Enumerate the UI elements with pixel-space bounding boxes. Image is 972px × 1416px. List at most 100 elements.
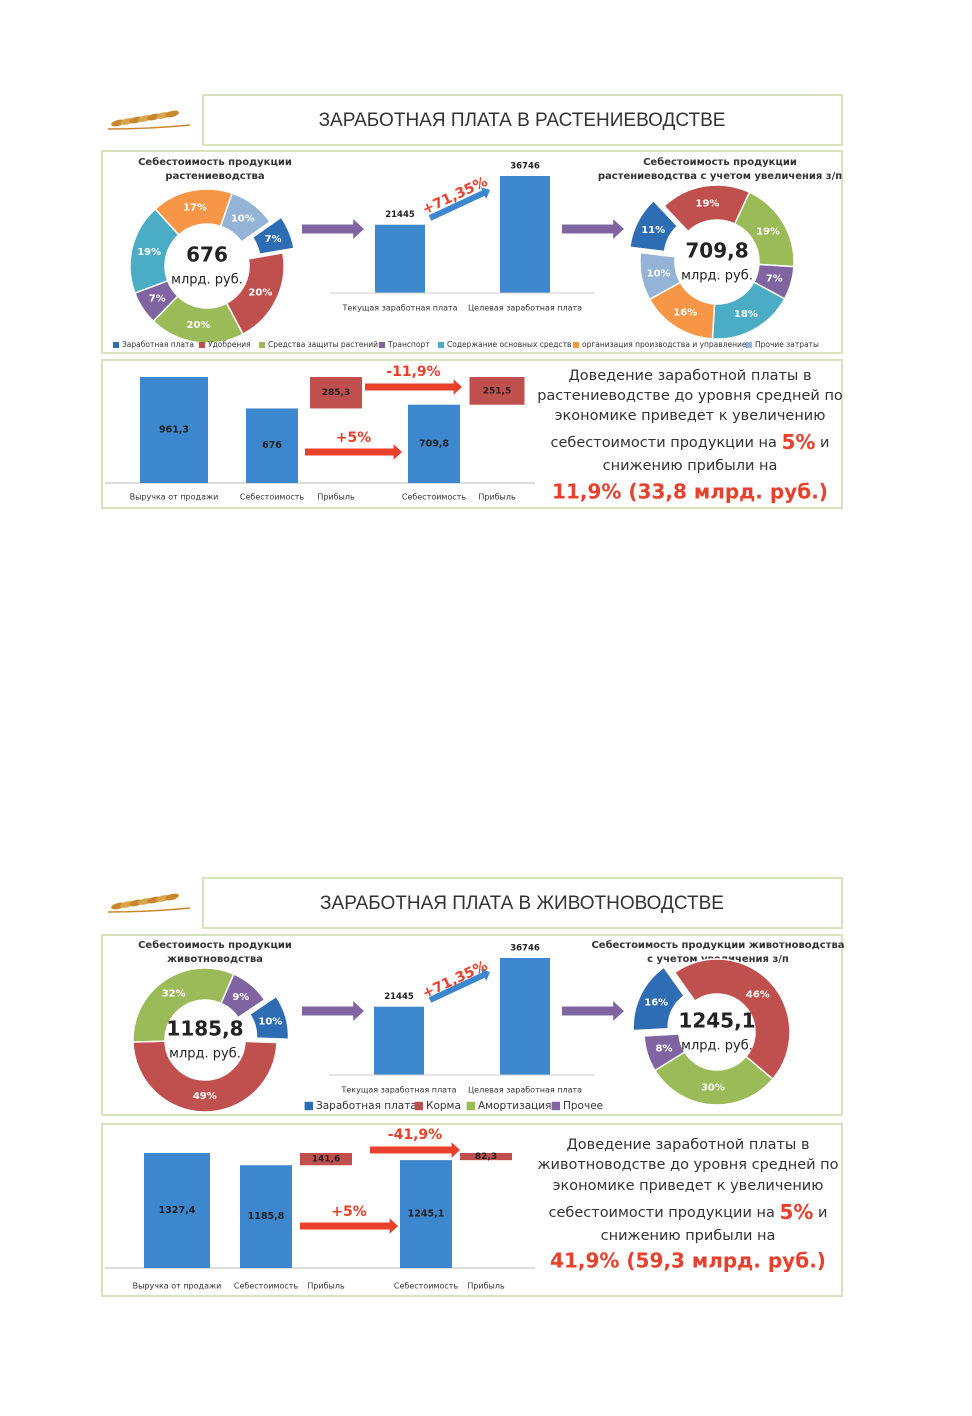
bar [140, 377, 208, 483]
x-tick-label: Выручка от продажи [130, 493, 219, 502]
legend-label: Удобрения [208, 340, 251, 349]
bar-value-label: 285,3 [322, 388, 350, 398]
slice-label: 10% [231, 213, 255, 224]
slice-label: 17% [183, 203, 207, 214]
process-arrow [562, 1001, 624, 1021]
conclusion-line: себестоимости продукции на 5% и [551, 430, 830, 454]
bar [374, 1006, 424, 1075]
center-sublabel: млрд. руб. [681, 1039, 753, 1054]
chart-title: Себестоимость продукции животноводства [591, 939, 844, 951]
legend-label: организация производства и управление [582, 340, 747, 349]
bar [500, 958, 550, 1075]
process-arrow [302, 1001, 364, 1021]
conclusion-line: растениеводстве до уровня средней по [537, 388, 843, 404]
pie-slice [132, 967, 235, 1043]
pie-slice [639, 251, 682, 301]
change-arrow [365, 379, 462, 395]
slice-label: 11% [641, 225, 665, 236]
x-tick-label: Прибыль [307, 1282, 345, 1291]
legend-label: Корма [426, 1100, 461, 1112]
annotation: -41,9% [388, 1127, 442, 1143]
bar-value-label: 36746 [510, 162, 540, 172]
x-tick-label: Себестоимость [240, 493, 305, 502]
wheat-stem [107, 124, 191, 130]
chart-title: Себестоимость продукции [138, 156, 292, 168]
bar-value-label: 82,3 [475, 1152, 497, 1162]
chart-title: растениеводства [165, 171, 264, 182]
bar [246, 408, 298, 483]
conclusion-line: Доведение заработной платы в [566, 1137, 809, 1153]
slice-label: 10% [647, 268, 671, 279]
conclusion-text: и [813, 1205, 827, 1221]
slice-label: 16% [644, 998, 668, 1009]
title-box [202, 877, 843, 929]
bar-value-label: 21445 [384, 992, 414, 1002]
legend-swatch [414, 1101, 423, 1111]
chart-title: растениеводства с учетом увеличения з/п [598, 171, 842, 182]
slice-label: 19% [696, 198, 720, 209]
center-label: 676 [186, 243, 228, 267]
bar-value-label: 676 [262, 440, 282, 451]
process-arrow [562, 219, 624, 239]
conclusion-line: экономике приведет к увеличению [555, 408, 826, 424]
legend-label: Амортизация [478, 1100, 551, 1112]
legend-label: Заработная плата [316, 1100, 417, 1112]
pie-slice [132, 1040, 278, 1113]
pie-slice [643, 1033, 686, 1072]
wheat-icon [165, 893, 179, 901]
legend-label: Средства защиты растений [268, 340, 378, 349]
slice-label: 7% [766, 273, 783, 284]
wheat-icon [165, 110, 179, 118]
x-tick-label: Прибыль [478, 493, 516, 502]
legend-swatch [379, 342, 385, 348]
x-tick-label: Прибыль [467, 1282, 505, 1291]
center-label: 1185,8 [166, 1017, 243, 1041]
bar [240, 1165, 292, 1268]
delta-bar [310, 377, 362, 409]
conclusion-text: себестоимости продукции на [551, 435, 782, 451]
delta-bar [300, 1153, 352, 1166]
conclusion-line: себестоимости продукции на 5% и [549, 1200, 828, 1224]
slice-label: 18% [734, 309, 758, 320]
change-arrow [370, 1142, 460, 1158]
pie-slice [248, 995, 290, 1040]
annotation: +5% [336, 430, 372, 446]
bar-value-label: 36746 [510, 944, 540, 954]
annotation: -11,9% [386, 364, 440, 380]
center-label: 1245,1 [678, 1009, 755, 1033]
pie-slice [653, 1050, 774, 1106]
legend-swatch [259, 342, 265, 348]
wheat-stem [107, 907, 191, 913]
slide-title: ЗАРАБОТНАЯ ПЛАТА В РАСТЕНИЕВОДСТВЕ [319, 110, 726, 131]
slice-label: 49% [193, 1091, 217, 1102]
process-arrow [302, 219, 364, 239]
bar [500, 176, 550, 293]
bar-value-label: 1245,1 [408, 1209, 445, 1220]
growth-arrow [428, 969, 490, 1003]
legend-swatch [466, 1101, 475, 1111]
conclusion-highlight: 5% [781, 430, 815, 454]
bar-value-label: 709,8 [419, 438, 449, 449]
panel [101, 359, 843, 509]
bar-value-label: 251,5 [483, 386, 511, 396]
pie-slice [220, 973, 266, 1019]
conclusion-line: Доведение заработной платы в [568, 368, 811, 384]
panel [101, 1123, 843, 1297]
conclusion-line: животноводстве до уровня средней по [537, 1157, 838, 1173]
change-arrow [305, 444, 402, 460]
legend-swatch [199, 342, 205, 348]
conclusion-highlight: 41,9% (59,3 млрд. руб.) [550, 1249, 826, 1273]
slide-title: ЗАРАБОТНАЯ ПЛАТА В ЖИВОТНОВОДСТВЕ [320, 893, 724, 914]
x-tick-label: Себестоимость [234, 1282, 299, 1291]
annotation: +5% [331, 1204, 367, 1220]
pie-slice [251, 216, 295, 256]
chart-title: животноводства [167, 954, 263, 965]
x-tick-label: Прибыль [317, 493, 355, 502]
bar-value-label: 141,6 [312, 1155, 340, 1165]
panel [101, 150, 843, 354]
slice-label: 19% [137, 247, 161, 258]
legend-swatch [573, 342, 579, 348]
legend-swatch [438, 342, 444, 348]
center-sublabel: млрд. руб. [169, 1047, 241, 1062]
